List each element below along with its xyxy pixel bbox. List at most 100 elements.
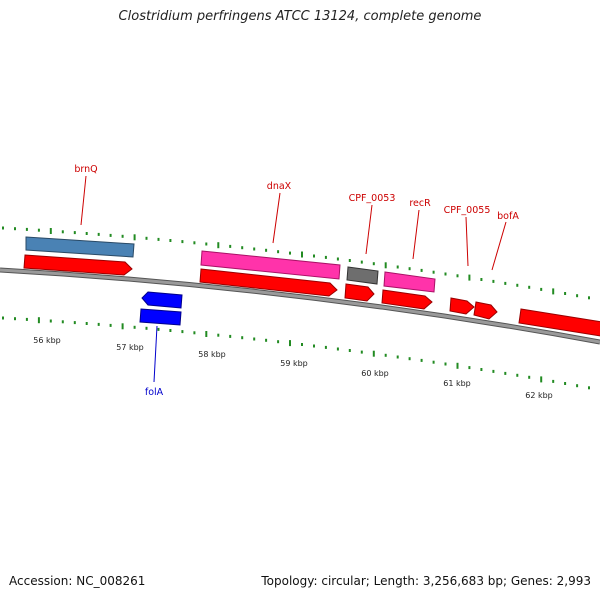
gene-label-dnax[interactable]: dnaX [267,181,292,192]
minor-tick [408,267,411,271]
minor-tick [229,244,232,248]
minor-tick [133,325,136,329]
minor-tick [229,334,232,338]
gene-label-bofa[interactable]: bofA [497,211,519,222]
minor-tick [480,368,483,371]
kbp-label-62: 62 kbp [525,391,553,400]
major-tick [49,228,52,234]
minor-tick [492,279,495,283]
minor-tick [588,386,590,390]
gene-label-cpf0055[interactable]: CPF_0055 [444,205,491,216]
kbp-label-60: 60 kbp [361,369,389,378]
minor-tick [480,278,483,281]
feature-offscreen-cds[interactable] [518,308,600,337]
minor-tick [193,331,196,335]
bofa-cds-arrow[interactable] [473,301,498,320]
recr-callout-line [412,209,420,260]
genome-summary-text: Topology: circular; Length: 3,256,683 bp… [261,574,591,588]
minor-tick [528,375,531,379]
major-tick [372,350,375,357]
minor-tick [85,232,88,235]
gene-label-recr[interactable]: recR [409,198,431,209]
minor-tick [145,326,148,330]
feature-bofa[interactable] [473,301,498,320]
minor-tick [205,242,208,246]
brnq-gene-bar[interactable] [25,236,135,258]
cpf0055-cds-arrow[interactable] [449,297,475,315]
brnq-cds-arrow[interactable] [23,254,133,276]
minor-tick [49,319,52,323]
minor-tick [157,237,160,241]
dnax-cds-arrow[interactable] [199,268,338,297]
minor-tick [576,384,579,388]
minor-tick [444,362,447,366]
minor-tick [289,251,291,255]
minor-tick [109,233,112,237]
minor-tick [193,241,196,245]
minor-tick [277,340,280,344]
dnax-gene-bar[interactable] [200,250,341,280]
minor-tick [181,240,184,244]
feature-recr[interactable] [381,271,436,310]
minor-tick [145,236,148,240]
major-tick [217,242,220,249]
map-title: Clostridium perfringens ATCC 13124, comp… [118,9,482,24]
minor-tick [324,255,327,259]
minor-tick [348,259,351,262]
minor-tick [396,265,399,269]
minor-tick [468,366,471,370]
minor-tick [360,350,363,354]
major-tick [468,274,471,281]
minor-tick [301,343,303,346]
recr-gene-bar[interactable] [383,271,436,293]
minor-tick [348,349,351,352]
fola-cds-bar[interactable] [139,308,182,326]
recr-cds-arrow[interactable] [381,289,433,310]
minor-tick [504,371,507,375]
feature-fola[interactable] [139,291,183,326]
minor-tick [576,294,579,298]
gene-label-fola[interactable]: folA [145,387,164,398]
cpf0055-callout-line [465,216,469,267]
kbp-label-58: 58 kbp [198,350,226,359]
minor-tick [73,231,76,235]
minor-tick [336,257,339,261]
feature-cpf-0055[interactable] [449,297,475,315]
major-tick [37,317,40,324]
minor-tick [432,270,435,274]
gene-label-cpf0053[interactable]: CPF_0053 [349,193,396,204]
minor-tick [516,373,519,377]
minor-tick [241,336,244,340]
feature-brnq[interactable] [23,236,135,276]
minor-tick [109,323,112,327]
offscreen-cds-bar[interactable] [518,308,600,337]
minor-tick [336,347,339,351]
minor-tick [14,317,16,321]
minor-tick [516,283,519,287]
minor-tick [97,322,100,326]
feature-cpf-0053[interactable] [344,266,379,302]
major-tick [456,362,459,369]
major-tick [205,331,208,337]
cpf0053-gene-bar[interactable] [346,266,379,285]
minor-tick [384,353,387,357]
minor-tick [253,337,256,341]
gene-label-brnq[interactable]: brnQ [74,164,97,175]
major-tick [289,340,291,347]
minor-tick [420,358,423,362]
cpf0053-cds-arrow[interactable] [344,283,375,302]
minor-tick [181,330,184,334]
major-tick [133,234,136,241]
minor-tick [408,357,411,361]
inner-tick-ring [2,316,590,390]
minor-tick [2,316,4,320]
minor-tick [61,230,64,234]
minor-tick [121,234,124,238]
minor-tick [14,227,16,231]
dnax-callout-line [272,192,281,244]
genome-backbone-highlight [0,268,600,344]
minor-tick [253,247,256,251]
fola-gene-arrow[interactable] [141,291,183,309]
minor-tick [217,333,220,337]
feature-dnax[interactable] [199,250,341,297]
